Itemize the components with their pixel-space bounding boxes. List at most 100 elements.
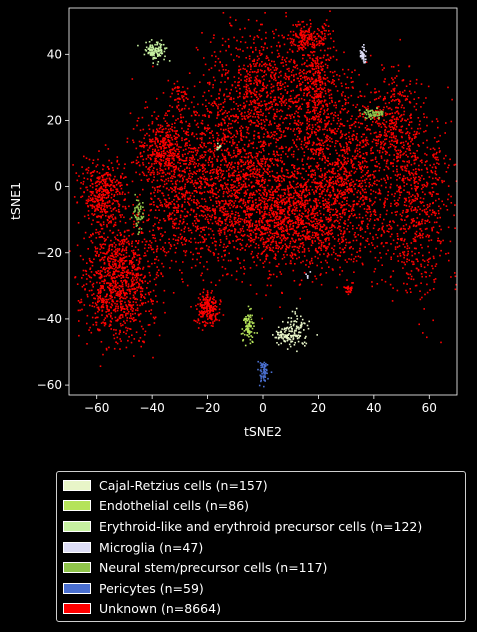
data-point	[255, 236, 257, 238]
data-point	[203, 238, 205, 240]
data-point	[348, 210, 351, 212]
data-point	[204, 63, 207, 66]
data-point	[287, 191, 290, 193]
data-point	[421, 184, 424, 186]
data-point	[339, 144, 342, 147]
data-point	[308, 218, 310, 221]
data-point	[346, 151, 348, 153]
data-point	[226, 203, 229, 205]
data-point	[366, 153, 368, 156]
data-point	[420, 263, 422, 266]
data-point	[393, 199, 396, 202]
data-point	[218, 103, 220, 106]
data-point	[335, 149, 337, 152]
data-point	[254, 116, 257, 118]
data-point	[407, 210, 409, 212]
data-point	[281, 203, 283, 205]
data-point	[427, 236, 430, 238]
data-point	[416, 150, 418, 152]
data-point	[244, 174, 246, 176]
data-point	[417, 268, 420, 271]
data-point	[203, 57, 205, 59]
data-point	[231, 229, 233, 232]
data-point	[346, 188, 349, 191]
data-point	[237, 215, 240, 217]
data-point	[274, 66, 277, 69]
data-point	[243, 64, 245, 67]
data-point	[341, 201, 344, 203]
data-point	[343, 204, 346, 206]
data-point	[401, 215, 403, 217]
data-point	[228, 200, 230, 202]
data-point	[377, 192, 379, 195]
data-point	[212, 195, 214, 198]
data-point	[268, 153, 270, 155]
data-point	[414, 172, 417, 175]
data-point	[292, 200, 295, 202]
data-point	[366, 152, 368, 154]
data-point	[281, 246, 283, 249]
data-point	[410, 202, 412, 205]
data-point	[200, 122, 203, 124]
data-point	[289, 242, 291, 245]
data-point	[258, 229, 261, 232]
data-point	[414, 240, 417, 243]
data-point	[317, 199, 320, 202]
data-point	[332, 248, 335, 251]
data-point	[250, 76, 252, 79]
data-point	[255, 71, 258, 74]
data-point	[415, 186, 418, 188]
data-point	[435, 247, 437, 250]
data-point	[422, 233, 424, 235]
data-point	[267, 227, 269, 229]
data-point	[298, 137, 301, 140]
data-point	[318, 71, 320, 74]
data-point	[253, 238, 256, 241]
data-point	[436, 231, 438, 233]
data-point	[292, 156, 295, 158]
data-point	[275, 103, 278, 105]
data-point	[194, 119, 196, 122]
data-point	[269, 175, 271, 177]
data-point	[449, 240, 452, 243]
data-point	[288, 105, 291, 107]
data-point	[377, 218, 379, 220]
data-point	[333, 238, 336, 240]
data-point	[195, 230, 197, 232]
data-point	[169, 104, 171, 107]
data-point	[306, 259, 308, 262]
data-point	[359, 154, 362, 157]
data-point	[230, 185, 233, 187]
data-point	[276, 127, 278, 130]
data-point	[226, 183, 228, 186]
data-point	[307, 215, 309, 217]
data-point	[343, 183, 346, 185]
data-point	[322, 144, 325, 147]
data-point	[276, 244, 279, 247]
data-point	[438, 147, 440, 150]
data-point	[239, 242, 242, 245]
data-point	[237, 166, 239, 168]
data-point	[321, 83, 324, 85]
data-point	[279, 184, 282, 187]
data-point	[240, 129, 242, 132]
data-point	[249, 236, 252, 239]
data-point	[352, 138, 354, 140]
data-point	[333, 167, 335, 170]
data-point	[280, 154, 282, 156]
data-point	[265, 253, 268, 256]
data-point	[169, 202, 171, 204]
data-point	[258, 57, 260, 60]
data-point	[268, 225, 271, 228]
data-point	[297, 148, 300, 151]
data-point	[357, 121, 360, 124]
data-point	[282, 83, 284, 85]
data-point	[345, 175, 348, 177]
data-point	[344, 191, 346, 194]
data-point	[277, 82, 279, 84]
data-point	[291, 171, 293, 173]
data-point	[328, 254, 330, 256]
data-point	[232, 240, 234, 242]
data-point	[335, 211, 338, 213]
data-point	[283, 223, 285, 226]
